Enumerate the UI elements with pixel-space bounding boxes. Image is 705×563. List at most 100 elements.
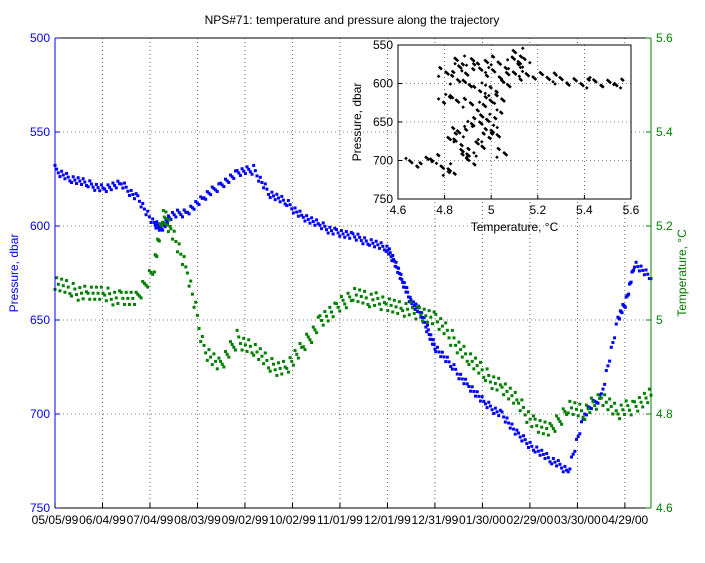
data-point (217, 182, 221, 186)
data-point (371, 241, 375, 245)
data-point (290, 207, 294, 211)
data-point (348, 236, 352, 240)
data-point (247, 167, 251, 171)
data-point (356, 300, 360, 304)
data-point (432, 342, 436, 346)
data-point (162, 215, 166, 219)
inset-data-point (524, 71, 528, 76)
data-point (172, 213, 176, 217)
data-point (406, 290, 410, 294)
data-point (99, 183, 103, 187)
data-point (277, 361, 280, 365)
data-point (632, 265, 636, 269)
inset-data-point (538, 70, 542, 75)
data-point (424, 314, 428, 318)
data-point (488, 404, 492, 408)
data-point (174, 215, 178, 219)
inset-data-point (453, 138, 457, 142)
data-point (144, 213, 148, 217)
data-point (497, 414, 501, 418)
data-point (220, 362, 224, 366)
data-point (290, 359, 294, 363)
x-tick-label: 12/31/99 (412, 513, 459, 527)
data-point (318, 223, 322, 227)
inset-data-point (489, 128, 493, 133)
data-point (134, 192, 138, 196)
inset-series (404, 46, 625, 178)
data-point (129, 290, 133, 294)
data-point (194, 200, 198, 204)
data-point (217, 356, 221, 360)
data-point (171, 237, 175, 241)
data-point (431, 338, 435, 342)
data-point (390, 259, 394, 263)
left-tick-label: 650 (30, 313, 50, 327)
data-point (551, 427, 555, 431)
data-point (56, 282, 60, 286)
inset-data-point (469, 121, 474, 126)
data-point (109, 297, 113, 301)
data-point (474, 394, 478, 398)
data-point (366, 302, 370, 306)
data-point (526, 446, 530, 450)
data-point (475, 390, 479, 394)
data-point (647, 277, 651, 281)
inset-y-tick-label: 750 (373, 192, 393, 206)
data-point (339, 229, 343, 233)
data-point (248, 170, 252, 174)
data-point (89, 182, 93, 186)
data-point (437, 327, 441, 331)
data-point (541, 432, 545, 436)
data-point (437, 350, 441, 354)
inset-data-point (499, 78, 504, 82)
data-point (235, 169, 239, 173)
inset-data-point (552, 71, 557, 75)
data-point (371, 298, 375, 302)
data-point (376, 243, 380, 247)
inset-data-point (452, 70, 456, 75)
data-point (341, 232, 345, 236)
data-point (344, 230, 348, 234)
data-point (555, 414, 559, 418)
data-point (79, 182, 83, 186)
inset-data-point (439, 164, 443, 168)
data-point (142, 281, 146, 285)
inset-data-point (464, 63, 469, 68)
data-point (146, 209, 150, 213)
data-point (388, 251, 392, 255)
data-point (449, 343, 453, 347)
data-point (462, 344, 466, 348)
data-point (136, 194, 140, 198)
data-point (389, 303, 393, 307)
data-point (373, 245, 377, 249)
data-point (277, 196, 280, 200)
inset-data-point (479, 121, 483, 125)
inset-data-point (407, 158, 412, 163)
data-point (575, 437, 578, 441)
data-point (200, 334, 204, 338)
data-point (126, 189, 130, 193)
data-point (354, 238, 358, 242)
data-point (171, 211, 175, 215)
data-point (205, 190, 209, 194)
data-point (155, 220, 159, 224)
data-point (508, 386, 512, 390)
data-point (583, 412, 587, 416)
data-point (86, 185, 90, 189)
inset-data-point (461, 78, 465, 82)
data-point (275, 373, 279, 377)
data-point (543, 420, 547, 424)
inset-data-point (480, 144, 484, 148)
data-point (210, 185, 214, 189)
data-point (283, 202, 287, 206)
data-point (242, 169, 246, 173)
data-point (220, 183, 224, 187)
data-point (515, 398, 519, 402)
data-point (141, 201, 145, 205)
data-point (442, 332, 446, 336)
inset-data-point (476, 142, 481, 146)
data-point (464, 377, 468, 381)
data-point (589, 407, 593, 411)
inset-data-point (588, 75, 592, 80)
